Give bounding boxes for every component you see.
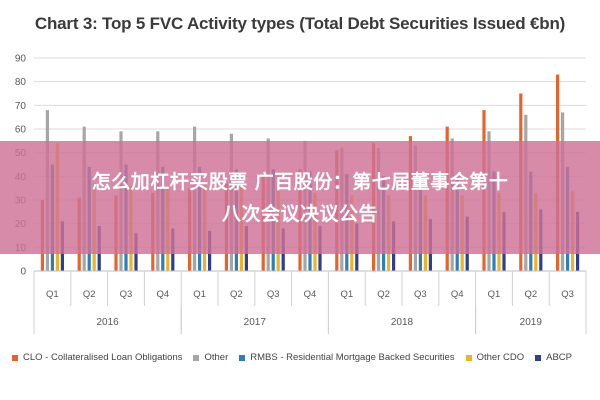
x-tick-label: Q4 — [304, 289, 317, 300]
legend-swatch — [193, 354, 200, 361]
legend: CLO - Collateralised Loan Obligations Oth… — [12, 352, 600, 363]
y-tick-label: 70 — [15, 101, 27, 112]
x-tick-label: Q1 — [193, 289, 206, 300]
legend-item: Other CDO — [465, 352, 525, 363]
x-tick-label: Q1 — [488, 289, 501, 300]
headline-overlay[interactable]: 怎么加杠杆买股票 广百股份：第七届董事会第十 八次会议决议公告 — [0, 141, 600, 254]
x-group-label: 2016 — [96, 317, 119, 328]
x-tick-label: Q2 — [524, 289, 537, 300]
x-tick-label: Q4 — [156, 289, 169, 300]
headline-line-1: 怎么加杠杆买股票 广百股份：第七届董事会第十 — [91, 170, 509, 193]
x-tick-label: Q4 — [451, 289, 464, 300]
legend-swatch — [239, 354, 246, 361]
legend-swatch — [12, 354, 18, 361]
legend-label: RMBS - Residential Mortgage Backed Secur… — [250, 352, 455, 363]
legend-swatch — [465, 354, 472, 361]
x-tick-label: Q2 — [377, 289, 390, 300]
y-tick-label: 90 — [15, 54, 27, 65]
legend-label: CLO - Collateralised Loan Obligations — [23, 352, 183, 363]
legend-label: Other CDO — [476, 352, 525, 363]
legend-item: ABCP — [535, 352, 572, 363]
x-tick-label: Q1 — [340, 289, 353, 300]
x-group-label: 2018 — [391, 317, 414, 328]
x-tick-label: Q3 — [267, 289, 280, 300]
legend-item: Other — [193, 352, 228, 363]
x-group-label: 2019 — [520, 317, 543, 328]
chart-title: Chart 3: Top 5 FVC Activity types (Total… — [34, 14, 566, 33]
x-tick-label: Q3 — [414, 289, 427, 300]
x-tick-label: Q1 — [46, 289, 59, 300]
legend-item: CLO - Collateralised Loan Obligations — [12, 352, 182, 363]
x-tick-label: Q2 — [83, 289, 96, 300]
legend-swatch — [535, 354, 542, 361]
legend-label: ABCP — [546, 352, 572, 363]
x-tick-label: Q2 — [230, 289, 243, 300]
legend-item: RMBS - Residential Mortgage Backed Secur… — [239, 352, 455, 363]
headline-line-2: 八次会议决议公告 — [221, 202, 378, 225]
x-group-label: 2017 — [244, 317, 267, 328]
legend-label: Other — [204, 352, 229, 363]
x-tick-label: Q3 — [561, 289, 574, 300]
y-tick-label: 60 — [15, 125, 27, 136]
y-tick-label: 0 — [20, 267, 26, 278]
headline-text[interactable]: 怎么加杠杆买股票 广百股份：第七届董事会第十 八次会议决议公告 — [10, 166, 590, 230]
x-tick-label: Q3 — [120, 289, 133, 300]
y-tick-label: 80 — [15, 77, 27, 88]
